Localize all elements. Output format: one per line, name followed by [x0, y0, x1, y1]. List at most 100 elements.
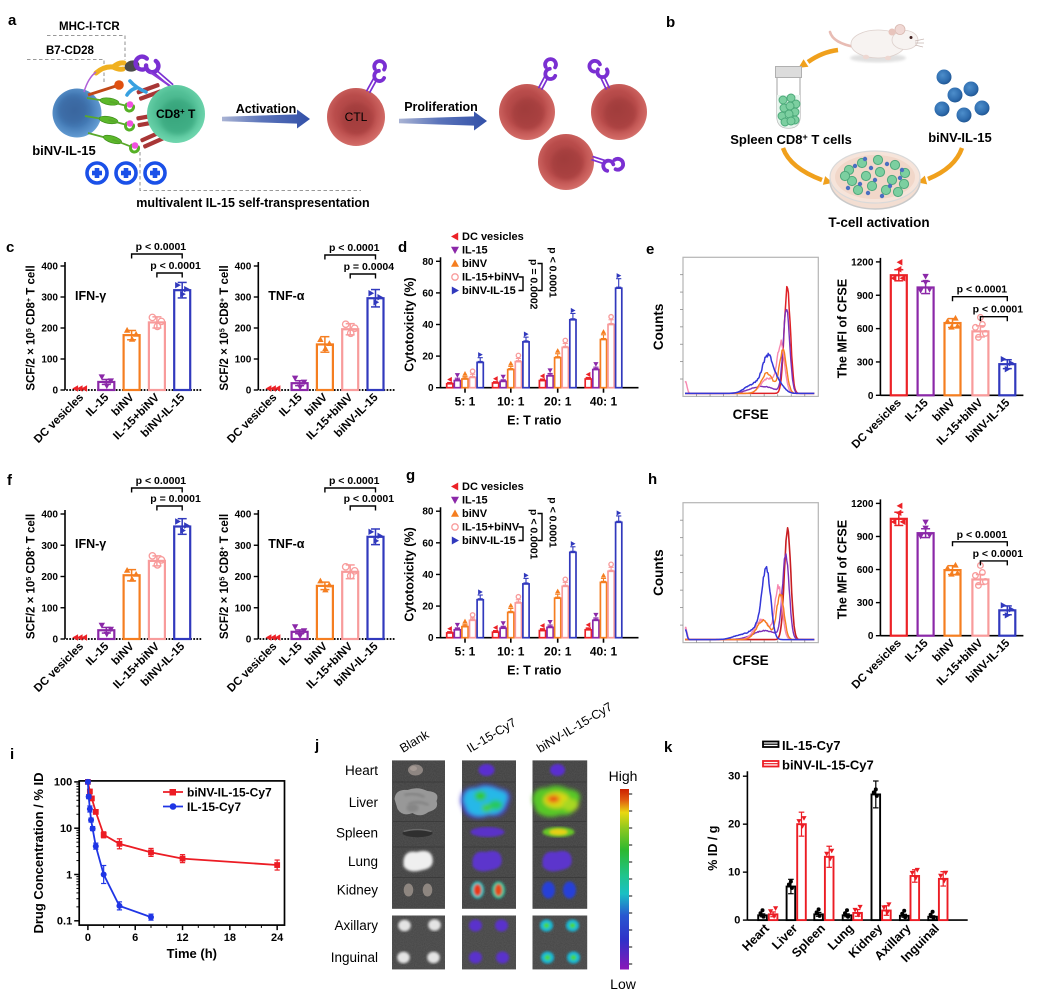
svg-text:Inguinal: Inguinal: [331, 950, 378, 965]
svg-text:0: 0: [52, 386, 58, 397]
svg-text:p < 0.0001: p < 0.0001: [150, 260, 201, 272]
svg-text:60: 60: [422, 538, 434, 549]
svg-text:20: 20: [728, 819, 740, 831]
svg-text:d: d: [398, 239, 407, 256]
svg-text:200: 200: [41, 572, 58, 583]
svg-text:18: 18: [224, 932, 236, 944]
svg-text:300: 300: [235, 541, 252, 552]
svg-text:h: h: [648, 471, 657, 488]
svg-text:CD8+ T: CD8+ T: [156, 107, 196, 121]
svg-text:The MFI of CFSE: The MFI of CFSE: [835, 520, 849, 619]
svg-text:CFSE: CFSE: [733, 653, 769, 668]
svg-text:a: a: [8, 12, 17, 29]
svg-text:SCF/2 × 105 CD8+ T cell: SCF/2 × 105 CD8+ T cell: [26, 265, 38, 390]
svg-text:IL-15: IL-15: [462, 245, 488, 257]
svg-text:The MFI of CFSE: The MFI of CFSE: [835, 279, 849, 378]
svg-text:TNF-α: TNF-α: [268, 537, 304, 551]
svg-text:10: 10: [728, 867, 740, 879]
svg-text:IL-15+biNV: IL-15+biNV: [462, 272, 520, 284]
svg-text:High: High: [609, 768, 638, 784]
svg-text:p < 0.0001: p < 0.0001: [344, 493, 395, 505]
svg-text:80: 80: [422, 507, 434, 518]
svg-text:Kidney: Kidney: [337, 883, 379, 898]
svg-text:% ID / g: % ID / g: [706, 826, 720, 871]
svg-text:10: 1: 10: 1: [497, 645, 525, 659]
svg-text:20: 20: [422, 352, 434, 363]
svg-text:30: 30: [728, 771, 740, 783]
svg-text:p < 0.0001: p < 0.0001: [329, 242, 380, 254]
svg-text:SCF/2 × 105 CD8+ T cell: SCF/2 × 105 CD8+ T cell: [219, 265, 231, 390]
svg-text:T-cell activation: T-cell activation: [828, 215, 929, 230]
svg-text:DC vesicles: DC vesicles: [462, 481, 524, 493]
svg-text:i: i: [10, 746, 14, 763]
svg-text:200: 200: [235, 324, 252, 335]
svg-text:1: 1: [66, 869, 72, 881]
svg-text:f: f: [7, 472, 13, 489]
svg-text:1200: 1200: [851, 257, 874, 268]
svg-text:Time (h): Time (h): [167, 946, 217, 961]
svg-text:5: 1: 5: 1: [455, 395, 476, 409]
svg-text:MHC-I-TCR: MHC-I-TCR: [59, 21, 120, 33]
svg-text:biNV-IL-15: biNV-IL-15: [32, 143, 96, 158]
svg-text:Liver: Liver: [349, 795, 379, 810]
svg-text:0: 0: [85, 932, 91, 944]
svg-text:Counts: Counts: [651, 549, 666, 596]
svg-text:p < 0.0001: p < 0.0001: [547, 497, 559, 548]
svg-text:Proliferation: Proliferation: [404, 100, 478, 114]
svg-text:Spleen: Spleen: [336, 825, 378, 840]
svg-text:100: 100: [235, 355, 252, 366]
svg-text:multivalent IL-15 self-transpr: multivalent IL-15 self-transpresentation: [136, 196, 369, 210]
svg-text:B7-CD28: B7-CD28: [46, 45, 95, 57]
svg-text:p < 0.0001: p < 0.0001: [973, 548, 1024, 560]
svg-text:CFSE: CFSE: [733, 407, 769, 422]
svg-text:IL-15+biNV: IL-15+biNV: [462, 522, 520, 534]
svg-text:300: 300: [41, 293, 58, 304]
svg-text:300: 300: [235, 293, 252, 304]
svg-text:Cytotoxicity (%): Cytotoxicity (%): [403, 277, 417, 371]
svg-text:p < 0.0001: p < 0.0001: [547, 247, 559, 298]
svg-text:6: 6: [132, 932, 138, 944]
svg-text:p < 0.0001: p < 0.0001: [136, 241, 187, 253]
svg-text:900: 900: [857, 532, 874, 543]
svg-text:10: 1: 10: 1: [497, 395, 525, 409]
svg-text:IL-15-Cy7: IL-15-Cy7: [782, 738, 841, 753]
svg-text:0: 0: [868, 631, 874, 642]
svg-text:p = 0.0002: p = 0.0002: [528, 259, 540, 310]
svg-text:600: 600: [857, 324, 874, 335]
svg-text:1200: 1200: [851, 499, 874, 510]
svg-text:400: 400: [235, 262, 252, 273]
svg-text:900: 900: [857, 291, 874, 302]
svg-text:j: j: [314, 737, 319, 754]
svg-text:100: 100: [41, 603, 58, 614]
svg-text:300: 300: [857, 598, 874, 609]
svg-text:k: k: [664, 739, 673, 756]
svg-text:0: 0: [428, 633, 434, 644]
svg-text:CTL: CTL: [345, 110, 368, 124]
svg-text:400: 400: [235, 510, 252, 521]
svg-text:60: 60: [422, 288, 434, 299]
svg-text:b: b: [666, 14, 675, 31]
svg-text:g: g: [406, 467, 415, 484]
svg-text:SCF/2 × 105 CD8+ T cell: SCF/2 × 105 CD8+ T cell: [26, 514, 38, 639]
svg-text:Axillary: Axillary: [334, 918, 378, 933]
svg-text:e: e: [646, 241, 654, 258]
svg-text:100: 100: [54, 777, 72, 789]
svg-text:Drug Concentration / % ID: Drug Concentration / % ID: [31, 772, 46, 933]
svg-text:80: 80: [422, 257, 434, 268]
svg-text:p = 0.0004: p = 0.0004: [344, 261, 395, 273]
svg-text:IFN-γ: IFN-γ: [75, 289, 106, 303]
svg-text:c: c: [6, 239, 14, 256]
svg-text:p < 0.0001: p < 0.0001: [957, 529, 1008, 541]
svg-text:300: 300: [857, 357, 874, 368]
svg-text:600: 600: [857, 565, 874, 576]
svg-text:Counts: Counts: [651, 304, 666, 351]
svg-text:0: 0: [734, 915, 740, 927]
svg-text:p < 0.0001: p < 0.0001: [957, 284, 1008, 296]
svg-text:40: 40: [422, 320, 434, 331]
svg-text:20: 1: 20: 1: [544, 395, 572, 409]
svg-text:20: 20: [422, 602, 434, 613]
svg-text:0.1: 0.1: [57, 916, 72, 928]
svg-text:p < 0.0001: p < 0.0001: [973, 304, 1024, 316]
svg-text:400: 400: [41, 262, 58, 273]
svg-text:40: 1: 40: 1: [590, 645, 618, 659]
